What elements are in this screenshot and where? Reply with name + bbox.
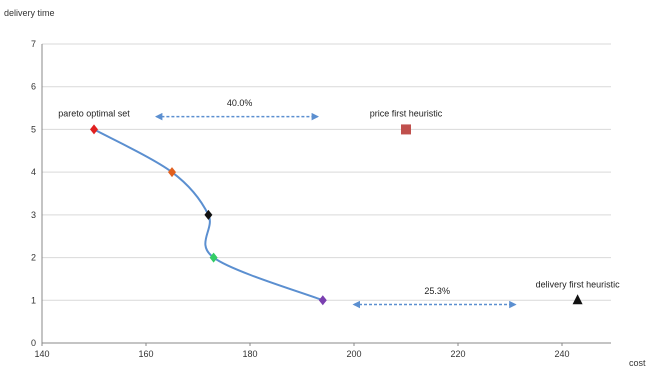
x-tick-label: 140 bbox=[34, 349, 49, 359]
series-label-0: pareto optimal set bbox=[58, 109, 130, 119]
gridlines bbox=[42, 43, 611, 301]
data-point-0-2 bbox=[204, 209, 213, 220]
annotation-label-0: 40.0% bbox=[227, 98, 253, 108]
data-point-0-3 bbox=[209, 252, 218, 263]
series-layer bbox=[90, 124, 583, 306]
x-tick-label: 180 bbox=[242, 349, 257, 359]
y-tick-label: 4 bbox=[31, 167, 36, 177]
y-tick-labels: 0 1 2 3 4 5 6 7 bbox=[31, 39, 36, 348]
data-point-0-1 bbox=[168, 167, 176, 178]
x-tick-label: 240 bbox=[554, 349, 569, 359]
annotations-layer: pareto optimal set price first heuristic d… bbox=[58, 98, 621, 309]
y-tick-label: 0 bbox=[31, 338, 36, 348]
x-axis-label: cost bbox=[629, 358, 646, 368]
y-axis-label: delivery time bbox=[4, 8, 55, 18]
series-label-2: delivery first heuristic bbox=[536, 279, 621, 289]
data-point-0-4 bbox=[318, 295, 327, 306]
series-label-1: price first heuristic bbox=[370, 109, 443, 119]
y-tick-label: 7 bbox=[31, 39, 36, 49]
annotation-label-1: 25.3% bbox=[424, 286, 450, 296]
x-tick-label: 220 bbox=[450, 349, 465, 359]
data-point-1-0 bbox=[401, 124, 411, 135]
y-tick-label: 5 bbox=[31, 124, 36, 134]
y-tick-label: 6 bbox=[31, 82, 36, 92]
y-tick-label: 1 bbox=[31, 295, 36, 305]
x-tick-labels: 140 160 180 200 220 240 bbox=[34, 349, 569, 359]
y-tick-label: 3 bbox=[31, 210, 36, 220]
axes bbox=[41, 44, 611, 346]
y-tick-label: 2 bbox=[31, 253, 36, 263]
data-point-0-0 bbox=[90, 124, 98, 135]
x-tick-label: 200 bbox=[346, 349, 361, 359]
data-point-2-0 bbox=[572, 294, 583, 305]
x-tick-label: 160 bbox=[138, 349, 153, 359]
